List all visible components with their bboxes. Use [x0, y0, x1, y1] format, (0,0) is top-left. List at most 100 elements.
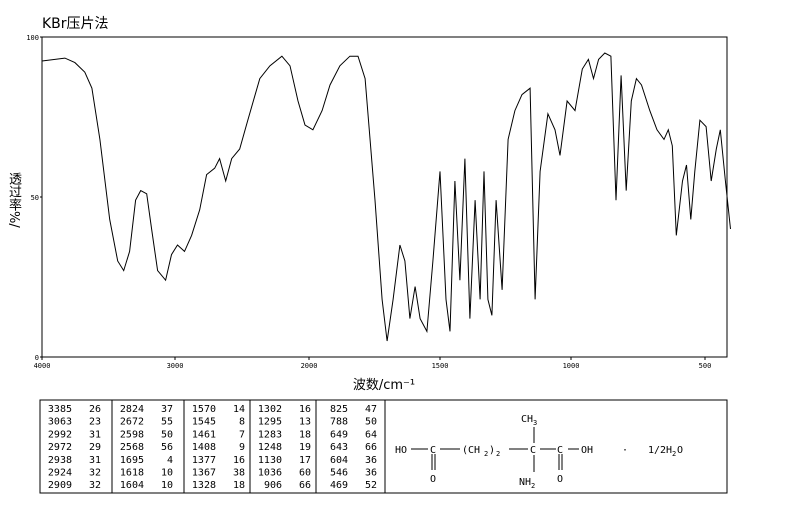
peak-transmittance: 8 [239, 417, 245, 428]
y-tick-label: 0 [35, 354, 39, 362]
peak-transmittance: 10 [161, 480, 173, 491]
structure-text: HO [395, 445, 407, 456]
y-tick-label: 50 [31, 194, 39, 202]
table-frame [39, 399, 728, 494]
peak-transmittance: 50 [365, 417, 377, 428]
peak-transmittance: 18 [233, 480, 245, 491]
peak-wavenumber: 1302 [258, 404, 282, 415]
structure-text: (CH [462, 445, 480, 456]
peak-wavenumber: 2568 [120, 442, 144, 453]
peak-transmittance: 31 [89, 455, 101, 466]
peak-transmittance: 38 [233, 468, 245, 479]
peak-wavenumber: 604 [330, 455, 348, 466]
peak-transmittance: 9 [239, 442, 245, 453]
peak-transmittance: 32 [89, 468, 101, 479]
peak-wavenumber: 1408 [192, 442, 216, 453]
x-axis-label: 波数/cm⁻¹ [353, 378, 415, 393]
bonds [411, 427, 579, 472]
structure-text: C [557, 445, 563, 456]
peak-wavenumber: 906 [264, 480, 282, 491]
structure-text: CH [521, 414, 533, 425]
peak-wavenumber: 2924 [48, 468, 72, 479]
peak-transmittance: 47 [365, 404, 377, 415]
peak-wavenumber: 2972 [48, 442, 72, 453]
peak-transmittance: 52 [365, 480, 377, 491]
structure-text: O [430, 474, 436, 485]
peak-wavenumber: 3063 [48, 417, 72, 428]
peak-wavenumber: 1295 [258, 417, 282, 428]
spectrum-line [41, 52, 731, 342]
structure-text: 3 [533, 419, 537, 427]
peak-wavenumber: 1570 [192, 404, 216, 415]
peak-transmittance: 31 [89, 429, 101, 440]
peak-transmittance: 55 [161, 417, 173, 428]
peak-wavenumber: 788 [330, 417, 348, 428]
structure-text: C [530, 445, 536, 456]
peak-transmittance: 13 [299, 417, 311, 428]
peak-transmittance: 23 [89, 417, 101, 428]
structure-text: ) [489, 445, 495, 456]
peak-transmittance: 37 [161, 404, 173, 415]
peak-wavenumber: 546 [330, 468, 348, 479]
peak-transmittance: 36 [365, 455, 377, 466]
x-tick-label: 500 [699, 362, 712, 370]
peak-transmittance: 26 [89, 404, 101, 415]
peak-transmittance: 29 [89, 442, 101, 453]
peak-wavenumber: 1367 [192, 468, 216, 479]
peak-wavenumber: 2824 [120, 404, 144, 415]
peak-transmittance: 18 [299, 429, 311, 440]
structure-text: 2 [496, 450, 500, 458]
y-axis-label: 透过率%/ [6, 172, 21, 228]
peak-wavenumber: 825 [330, 404, 348, 415]
plot-frame [41, 36, 728, 358]
structure-text: NH [519, 477, 531, 488]
structure-text: OH [581, 445, 593, 456]
peak-wavenumber: 1130 [258, 455, 282, 466]
x-tick-label: 2000 [301, 362, 318, 370]
peak-wavenumber: 649 [330, 429, 348, 440]
peak-transmittance: 16 [233, 455, 245, 466]
peak-wavenumber: 1618 [120, 468, 144, 479]
peak-transmittance: 14 [233, 404, 245, 415]
structure-text: 2 [672, 450, 676, 458]
peak-wavenumber: 1036 [258, 468, 282, 479]
y-tick-label: 100 [26, 34, 39, 42]
structure-text: C [430, 445, 436, 456]
peak-transmittance: 32 [89, 480, 101, 491]
peak-transmittance: 50 [161, 429, 173, 440]
peak-wavenumber: 2909 [48, 480, 72, 491]
peak-transmittance: 4 [167, 455, 173, 466]
structure-text: · [622, 445, 628, 456]
peak-wavenumber: 2938 [48, 455, 72, 466]
peak-wavenumber: 2598 [120, 429, 144, 440]
peak-wavenumber: 1545 [192, 417, 216, 428]
x-tick-label: 4000 [34, 362, 51, 370]
peak-transmittance: 56 [161, 442, 173, 453]
peak-wavenumber: 1461 [192, 429, 216, 440]
peak-transmittance: 66 [365, 442, 377, 453]
peak-transmittance: 60 [299, 468, 311, 479]
peak-transmittance: 19 [299, 442, 311, 453]
peak-wavenumber: 1328 [192, 480, 216, 491]
peak-wavenumber: 3385 [48, 404, 72, 415]
structure-text: O [677, 445, 683, 456]
peak-transmittance: 10 [161, 468, 173, 479]
structure-text: 2 [484, 450, 488, 458]
peak-wavenumber: 2992 [48, 429, 72, 440]
peak-transmittance: 7 [239, 429, 245, 440]
chart-title: KBr压片法 [42, 16, 109, 32]
peak-wavenumber: 1695 [120, 455, 144, 466]
x-tick-label: 3000 [167, 362, 184, 370]
peak-transmittance: 36 [365, 468, 377, 479]
structure-text: O [557, 474, 563, 485]
peak-transmittance: 66 [299, 480, 311, 491]
peak-wavenumber: 2672 [120, 417, 144, 428]
peak-wavenumber: 1604 [120, 480, 144, 491]
peak-transmittance: 17 [299, 455, 311, 466]
peak-wavenumber: 643 [330, 442, 348, 453]
peak-wavenumber: 1377 [192, 455, 216, 466]
peak-wavenumber: 1248 [258, 442, 282, 453]
structure-text: 2 [531, 482, 535, 490]
peak-wavenumber: 469 [330, 480, 348, 491]
